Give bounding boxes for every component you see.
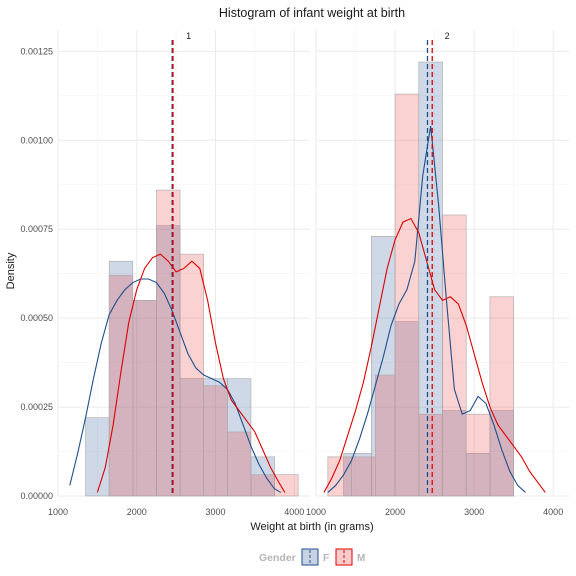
gridlines <box>57 30 310 497</box>
histogram-bar <box>465 413 491 497</box>
density-curve-F <box>69 278 282 493</box>
y-tick-label: 0.00000 <box>20 491 53 501</box>
histogram-bar <box>394 93 420 497</box>
legend-label: F <box>323 553 329 564</box>
histogram-bar <box>418 413 443 497</box>
y-tick-label: 0.00125 <box>20 46 53 56</box>
histogram-bar <box>442 214 467 497</box>
x-axis-label: Weight at birth (in grams) <box>250 521 373 533</box>
legend-label: M <box>357 553 365 564</box>
histogram-bar <box>203 385 228 497</box>
facet-label: 2 <box>445 31 450 41</box>
x-tick-label: 3000 <box>205 507 225 517</box>
facet-label: 1 <box>186 31 191 41</box>
histogram-bar <box>132 300 157 497</box>
histogram-bar <box>327 456 352 497</box>
x-tick-label: 4000 <box>543 507 563 517</box>
histogram-bar <box>227 431 252 497</box>
x-tick-label: 2000 <box>127 507 147 517</box>
legend-title: Gender <box>259 552 296 564</box>
histogram-bar <box>374 374 396 497</box>
histogram-bar <box>250 474 275 497</box>
x-tick-label: 3000 <box>464 507 484 517</box>
x-tick-label: 4000 <box>284 507 304 517</box>
x-tick-label: 1000 <box>306 507 326 517</box>
chart-panels: 1 1000 2000 3000 4000 0.00000 0.00025 0.00050 0.… <box>20 30 569 517</box>
panel-1: 1 1000 2000 3000 4000 0.00000 0.00025 0.00050 0.… <box>20 30 310 517</box>
y-tick-label: 0.00025 <box>20 402 53 412</box>
histogram-bar <box>179 253 204 497</box>
chart-title: Histogram of infant weight at birth <box>219 6 405 20</box>
x-tick-label: 1000 <box>48 507 68 517</box>
histogram-bar <box>351 456 376 497</box>
density-curve-F <box>327 125 526 493</box>
x-tick-label: 2000 <box>385 507 405 517</box>
y-tick-label: 0.00100 <box>20 135 53 145</box>
y-axis-label: Density <box>5 252 17 289</box>
histogram-M <box>327 93 514 497</box>
histogram-bar <box>274 474 299 497</box>
histogram-M <box>108 189 299 497</box>
density-curve-M <box>96 253 286 493</box>
histogram-bar <box>156 189 181 497</box>
y-tick-label: 0.00050 <box>20 313 53 323</box>
legend-key-F: F <box>301 548 329 566</box>
histogram-bar <box>85 417 110 497</box>
legend-key-M: M <box>335 548 365 566</box>
panel-2: 2 1000 2000 3000 4000 <box>306 30 569 517</box>
histogram-F <box>343 61 514 497</box>
density-curve-M <box>323 217 546 493</box>
y-tick-label: 0.00075 <box>20 224 53 234</box>
histogram-bar <box>489 296 514 497</box>
